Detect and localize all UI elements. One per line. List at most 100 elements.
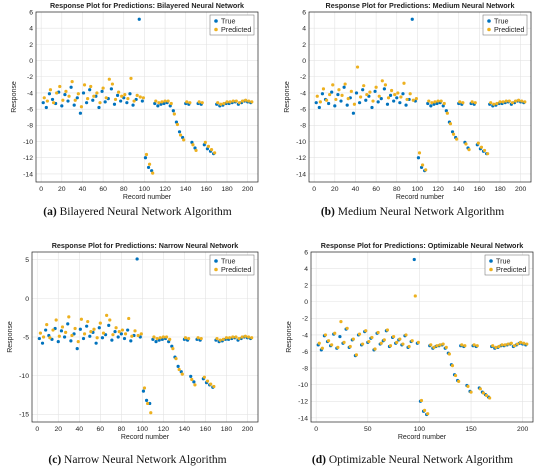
data-point-predicted	[108, 318, 112, 322]
data-point-true	[40, 341, 45, 345]
data-point-true	[441, 104, 445, 108]
data-point-predicted	[398, 337, 402, 341]
data-point-predicted	[168, 337, 172, 341]
data-point-predicted	[364, 329, 368, 333]
data-point-predicted	[147, 162, 152, 166]
data-point-predicted	[95, 336, 99, 340]
data-point-predicted	[433, 100, 437, 104]
data-point-predicted	[438, 343, 442, 347]
data-point-true	[56, 340, 60, 344]
data-point-predicted	[48, 336, 52, 340]
legend-true-label: True	[496, 257, 511, 266]
data-point-predicted	[522, 341, 526, 345]
data-point-true	[444, 109, 448, 113]
data-point-predicted	[318, 100, 322, 104]
series-true	[37, 257, 253, 406]
data-point-predicted	[461, 101, 465, 105]
data-point-predicted	[441, 342, 445, 346]
data-point-predicted	[197, 100, 201, 104]
data-point-true	[190, 140, 194, 144]
data-point-true	[320, 92, 325, 96]
data-point-true	[388, 93, 393, 97]
data-point-true	[115, 93, 120, 97]
data-point-predicted	[367, 339, 371, 344]
y-tick-label: -14	[296, 171, 306, 178]
y-tick-label: -2	[302, 316, 308, 323]
x-tick-label: 200	[515, 186, 527, 193]
data-point-true	[150, 169, 154, 173]
data-point-predicted	[247, 99, 251, 103]
legend-predicted-marker	[489, 267, 493, 272]
caption-a-label: (a)	[43, 206, 57, 218]
data-point-true	[72, 103, 76, 107]
data-point-true	[116, 335, 120, 339]
data-point-predicted	[402, 81, 406, 85]
data-point-predicted	[38, 331, 43, 335]
legend-box	[209, 254, 255, 276]
data-point-predicted	[376, 330, 380, 335]
caption-a: (a) Bilayered Neural Network Algorithm	[0, 206, 275, 218]
data-point-true	[85, 324, 89, 328]
data-point-true	[125, 101, 129, 105]
y-tick-label: 6	[304, 249, 308, 256]
x-tick-label: 180	[221, 426, 233, 433]
data-point-true	[168, 104, 172, 108]
y-tick-label: -10	[23, 139, 33, 146]
legend-box	[209, 14, 255, 36]
data-point-predicted	[460, 343, 464, 347]
data-point-predicted	[424, 168, 428, 172]
y-tick-label: 4	[302, 26, 306, 33]
data-point-predicted	[379, 341, 383, 345]
data-point-predicted	[98, 321, 102, 325]
y-tick-label: -14	[23, 171, 33, 178]
data-point-predicted	[73, 326, 77, 331]
data-point-true	[84, 101, 89, 105]
data-point-predicted	[138, 95, 142, 99]
data-point-predicted	[136, 333, 140, 338]
data-point-predicted	[436, 99, 440, 103]
data-point-predicted	[172, 112, 176, 116]
data-point-predicted	[330, 343, 334, 347]
data-point-predicted	[346, 97, 350, 101]
data-point-predicted	[64, 330, 68, 334]
y-tick-label: -14	[298, 415, 308, 422]
chart-d-grid	[311, 251, 533, 422]
legend-true-label: True	[494, 17, 509, 26]
data-point-true	[373, 89, 377, 93]
data-point-predicted	[182, 138, 186, 142]
data-point-predicted	[41, 335, 46, 339]
data-point-predicted	[432, 345, 436, 349]
data-point-predicted	[117, 329, 121, 334]
data-point-true	[69, 85, 73, 89]
data-point-predicted	[339, 320, 343, 324]
x-tick-label: 40	[76, 426, 84, 433]
x-tick-label: 100	[137, 426, 149, 433]
data-point-predicted	[357, 332, 362, 336]
data-point-true	[327, 101, 331, 106]
x-tick-label: 100	[412, 186, 424, 193]
data-point-predicted	[70, 333, 74, 338]
chart-d-title: Response Plot for Predictions: Optimizab…	[321, 241, 524, 250]
data-point-true	[314, 101, 318, 105]
y-tick-label: -12	[298, 399, 308, 406]
chart-c-title: Response Plot for Predictions: Narrow Ne…	[52, 241, 239, 250]
data-point-true	[351, 111, 355, 115]
data-point-predicted	[89, 329, 93, 334]
data-point-predicted	[362, 84, 366, 88]
data-point-true	[450, 130, 455, 134]
data-point-predicted	[51, 101, 56, 105]
data-point-predicted	[435, 344, 439, 348]
data-point-predicted	[354, 353, 359, 357]
data-point-predicted	[492, 102, 496, 106]
data-point-predicted	[419, 398, 424, 403]
data-point-predicted	[469, 390, 473, 394]
chart-d-ylabel: Response	[286, 321, 293, 353]
data-point-predicted	[439, 99, 443, 103]
chart-b-ylabel: Response	[284, 81, 291, 113]
data-point-predicted	[368, 90, 372, 94]
x-tick-label: 40	[352, 186, 360, 193]
data-point-predicted	[463, 344, 467, 348]
caption-d: (d) Optimizable Neural Network Algorithm	[275, 454, 550, 466]
